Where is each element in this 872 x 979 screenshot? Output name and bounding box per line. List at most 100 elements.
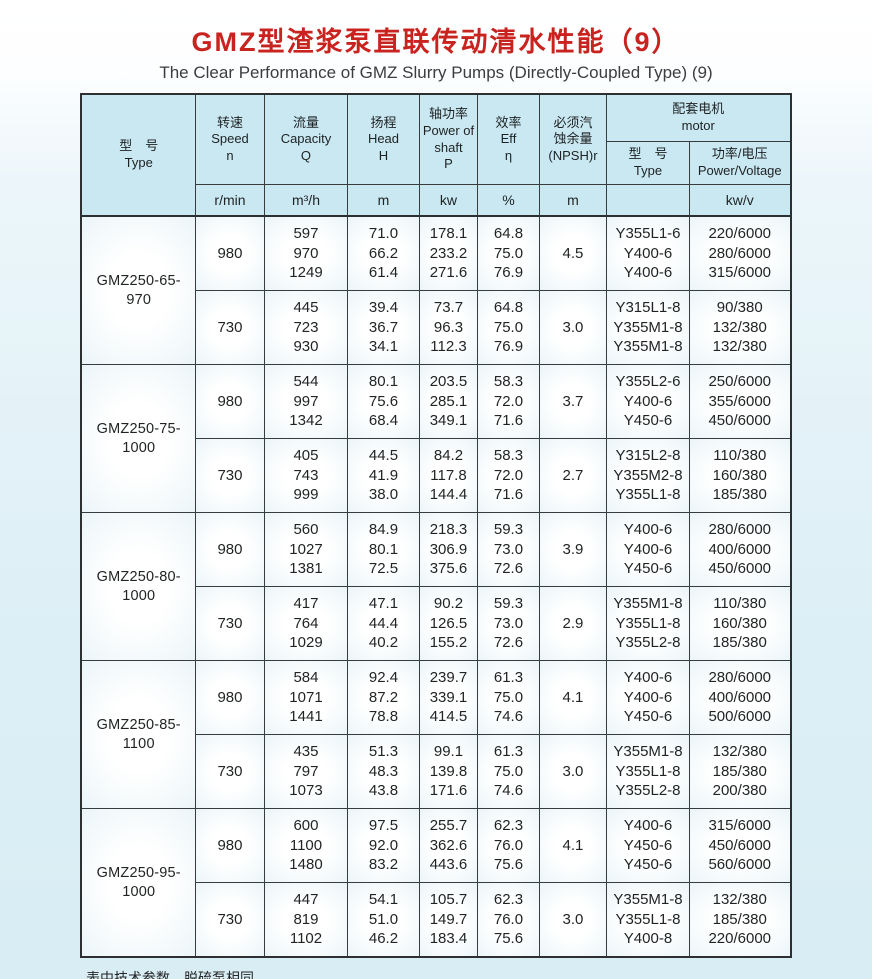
head-values: 39.4 36.7 34.1 [346,290,420,365]
motor-type-values: Y315L1-8 Y355M1-8 Y355M1-8 [605,290,690,365]
head-values: 84.9 80.1 72.5 [346,512,420,587]
unit-efficiency: % [476,184,540,217]
motor-type-values: Y355L2-6 Y400-6 Y450-6 [605,364,690,439]
capacity-values: 584 1071 1441 [263,660,348,735]
speed-value: 730 [194,438,265,513]
page-subtitle: The Clear Performance of GMZ Slurry Pump… [159,63,713,82]
table-row: 730 435 797 1073 51.3 48.3 43.8 99.1 139… [81,734,792,809]
unit-shaft-power: kw [418,184,478,217]
motor-type-values: Y355M1-8 Y355L1-8 Y400-8 [605,882,690,958]
efficiency-values: 64.8 75.0 76.9 [476,215,540,291]
capacity-values: 445 723 930 [263,290,348,365]
header-row-2: 型 号 Type 功率/电压 Power/Voltage [81,141,792,185]
efficiency-values: 61.3 75.0 74.6 [476,734,540,809]
unit-motor-power-voltage: kw/v [688,184,792,217]
npsh-value: 3.0 [538,290,607,365]
capacity-values: 435 797 1073 [263,734,348,809]
shaft-power-values: 203.5 285.1 349.1 [418,364,478,439]
shaft-power-values: 255.7 362.6 443.6 [418,808,478,883]
speed-value: 730 [194,586,265,661]
head-values: 97.5 92.0 83.2 [346,808,420,883]
table-header: 型 号 Type 转速 Speed n 流量 Capacity Q 扬程 Hea… [80,93,792,217]
col-header-speed: 转速 Speed n [194,93,265,185]
npsh-value: 4.1 [538,808,607,883]
shaft-power-values: 73.7 96.3 112.3 [418,290,478,365]
speed-value: 730 [194,882,265,958]
efficiency-values: 62.3 76.0 75.6 [476,882,540,958]
capacity-values: 597 970 1249 [263,215,348,291]
unit-capacity: m³/h [263,184,348,217]
speed-value: 980 [194,660,265,735]
page-title: GMZ型渣浆泵直联传动清水性能（9） [191,27,681,57]
head-values: 54.1 51.0 46.2 [346,882,420,958]
efficiency-values: 62.3 76.0 75.6 [476,808,540,883]
head-values: 92.4 87.2 78.8 [346,660,420,735]
shaft-power-values: 105.7 149.7 183.4 [418,882,478,958]
npsh-value: 3.9 [538,512,607,587]
table-row: GMZ250-65-970 980 597 970 1249 71.0 66.2… [80,215,792,365]
unit-motor-type [605,184,690,217]
motor-type-values: Y315L2-8 Y355M2-8 Y355L1-8 [605,438,690,513]
motor-power-values: 110/380 160/380 185/380 [688,586,792,661]
pump-type: GMZ250-65-970 [80,215,196,365]
table-row: 730 447 819 1102 54.1 51.0 46.2 105.7 14… [81,882,792,958]
capacity-values: 544 997 1342 [263,364,348,439]
table-row: GMZ250-95-1000 980 600 1100 1480 97.5 92… [80,808,792,958]
motor-type-values: Y355L1-6 Y400-6 Y400-6 [605,215,690,291]
unit-npsh: m [538,184,607,217]
table-row: 730 405 743 999 44.5 41.9 38.0 84.2 117.… [81,438,792,513]
col-header-type: 型 号 Type [80,93,196,217]
npsh-value: 3.0 [538,734,607,809]
capacity-values: 560 1027 1381 [263,512,348,587]
capacity-values: 600 1100 1480 [263,808,348,883]
pump-type: GMZ250-80-1000 [80,512,196,661]
unit-head: m [346,184,420,217]
head-values: 71.0 66.2 61.4 [346,215,420,291]
footnote: 表中技术参数，脱硫泵相同。 [86,970,268,979]
motor-power-values: 280/6000 400/6000 450/6000 [688,512,792,587]
capacity-values: 447 819 1102 [263,882,348,958]
col-header-capacity: 流量 Capacity Q [263,93,348,185]
shaft-power-values: 178.1 233.2 271.6 [418,215,478,291]
npsh-value: 3.7 [538,364,607,439]
motor-power-values: 132/380 185/380 200/380 [688,734,792,809]
npsh-value: 2.9 [538,586,607,661]
shaft-power-values: 99.1 139.8 171.6 [418,734,478,809]
col-header-efficiency: 效率 Eff η [476,93,540,185]
col-header-head: 扬程 Head H [346,93,420,185]
pump-type: GMZ250-85-1100 [80,660,196,809]
pump-performance-table: 型 号 Type 转速 Speed n 流量 Capacity Q 扬程 Hea… [80,93,792,958]
table-row: GMZ250-80-1000 980 560 1027 1381 84.9 80… [80,512,792,661]
efficiency-values: 64.8 75.0 76.9 [476,290,540,365]
col-header-motor-type: 型 号 Type [605,141,690,185]
motor-power-values: 280/6000 400/6000 500/6000 [688,660,792,735]
capacity-values: 405 743 999 [263,438,348,513]
col-header-motor-power-voltage: 功率/电压 Power/Voltage [688,141,792,185]
pump-type: GMZ250-75-1000 [80,364,196,513]
motor-type-values: Y355M1-8 Y355L1-8 Y355L2-8 [605,586,690,661]
shaft-power-values: 84.2 117.8 144.4 [418,438,478,513]
motor-power-values: 110/380 160/380 185/380 [688,438,792,513]
efficiency-values: 59.3 73.0 72.6 [476,586,540,661]
table-row: 730 445 723 930 39.4 36.7 34.1 73.7 96.3… [81,290,792,365]
efficiency-values: 58.3 72.0 71.6 [476,364,540,439]
npsh-value: 4.5 [538,215,607,291]
speed-value: 980 [194,364,265,439]
table-row: GMZ250-75-1000 980 544 997 1342 80.1 75.… [80,364,792,513]
motor-power-values: 132/380 185/380 220/6000 [688,882,792,958]
shaft-power-values: 90.2 126.5 155.2 [418,586,478,661]
motor-type-values: Y400-6 Y400-6 Y450-6 [605,660,690,735]
efficiency-values: 61.3 75.0 74.6 [476,660,540,735]
speed-value: 980 [194,512,265,587]
table-row: GMZ250-85-1100 980 584 1071 1441 92.4 87… [80,660,792,809]
motor-type-values: Y400-6 Y450-6 Y450-6 [605,808,690,883]
speed-value: 730 [194,290,265,365]
speed-value: 730 [194,734,265,809]
pump-type: GMZ250-95-1000 [80,808,196,958]
shaft-power-values: 239.7 339.1 414.5 [418,660,478,735]
speed-value: 980 [194,215,265,291]
col-header-npsh: 必须汽 蚀余量 (NPSH)r [538,93,607,185]
head-values: 51.3 48.3 43.8 [346,734,420,809]
unit-speed: r/min [194,184,265,217]
